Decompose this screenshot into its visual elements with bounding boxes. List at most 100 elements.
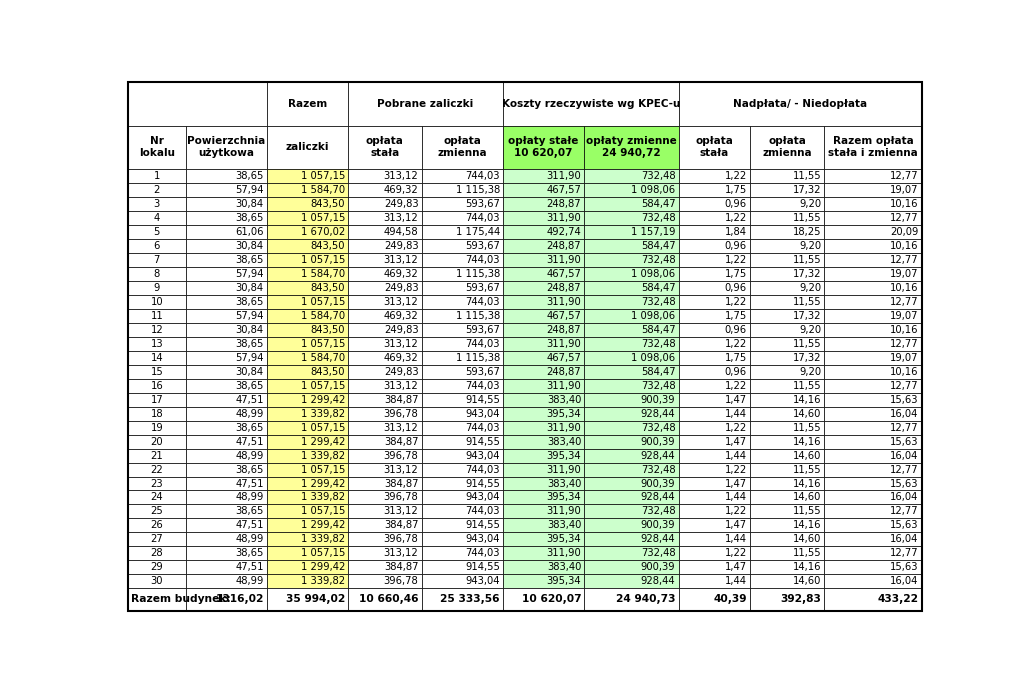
- Bar: [824, 295, 922, 309]
- Text: 1,47: 1,47: [725, 436, 746, 447]
- Bar: [348, 337, 422, 351]
- Bar: [585, 519, 679, 532]
- Text: 0,96: 0,96: [725, 366, 746, 377]
- Bar: [750, 477, 824, 490]
- Bar: [128, 126, 185, 169]
- Text: 1 115,38: 1 115,38: [456, 185, 500, 195]
- Bar: [679, 392, 750, 407]
- Text: 61,06: 61,06: [236, 227, 264, 237]
- Bar: [585, 560, 679, 574]
- Bar: [267, 197, 348, 211]
- Bar: [679, 365, 750, 379]
- Text: 29: 29: [151, 563, 163, 572]
- Text: 1,47: 1,47: [725, 479, 746, 488]
- Text: 48,99: 48,99: [236, 534, 264, 545]
- Text: 396,78: 396,78: [384, 451, 419, 460]
- Text: 313,12: 313,12: [384, 506, 419, 517]
- Bar: [422, 477, 503, 490]
- Bar: [585, 421, 679, 434]
- Bar: [185, 532, 267, 547]
- Text: 1 057,15: 1 057,15: [301, 213, 345, 223]
- Bar: [348, 82, 503, 126]
- Text: 1 057,15: 1 057,15: [301, 506, 345, 517]
- Text: 311,90: 311,90: [547, 339, 582, 348]
- Bar: [750, 337, 824, 351]
- Bar: [503, 490, 585, 504]
- Text: 1 115,38: 1 115,38: [456, 353, 500, 363]
- Bar: [824, 211, 922, 225]
- Text: opłaty zmienne
24 940,72: opłaty zmienne 24 940,72: [586, 137, 677, 158]
- Bar: [348, 197, 422, 211]
- Bar: [585, 253, 679, 267]
- Text: 943,04: 943,04: [465, 451, 500, 460]
- Text: 14,60: 14,60: [793, 534, 821, 545]
- Text: 10: 10: [151, 297, 163, 307]
- Bar: [267, 169, 348, 183]
- Bar: [679, 462, 750, 477]
- Text: Razem opłata
stała i zmienna: Razem opłata stała i zmienna: [828, 137, 918, 158]
- Bar: [750, 322, 824, 337]
- Bar: [503, 365, 585, 379]
- Text: 38,65: 38,65: [236, 339, 264, 348]
- Bar: [128, 211, 185, 225]
- Text: 900,39: 900,39: [641, 436, 676, 447]
- Text: 943,04: 943,04: [465, 534, 500, 545]
- Bar: [750, 589, 824, 611]
- Text: 900,39: 900,39: [641, 394, 676, 405]
- Bar: [185, 337, 267, 351]
- Text: 11,55: 11,55: [793, 213, 821, 223]
- Text: 396,78: 396,78: [384, 576, 419, 587]
- Bar: [503, 477, 585, 490]
- Text: 16,04: 16,04: [890, 576, 919, 587]
- Bar: [503, 183, 585, 197]
- Bar: [128, 392, 185, 407]
- Text: 11,55: 11,55: [793, 339, 821, 348]
- Bar: [185, 560, 267, 574]
- Text: 1 057,15: 1 057,15: [301, 255, 345, 265]
- Text: 17,32: 17,32: [793, 269, 821, 279]
- Text: 14,16: 14,16: [793, 436, 821, 447]
- Text: 20: 20: [151, 436, 163, 447]
- Bar: [585, 589, 679, 611]
- Text: 383,40: 383,40: [547, 394, 582, 405]
- Text: Nr
lokalu: Nr lokalu: [139, 137, 175, 158]
- Text: 47,51: 47,51: [236, 436, 264, 447]
- Text: 14,16: 14,16: [793, 563, 821, 572]
- Bar: [267, 407, 348, 421]
- Bar: [267, 421, 348, 434]
- Text: 5: 5: [154, 227, 160, 237]
- Bar: [267, 211, 348, 225]
- Text: 384,87: 384,87: [384, 394, 419, 405]
- Bar: [128, 337, 185, 351]
- Text: 1 584,70: 1 584,70: [301, 269, 345, 279]
- Text: 11,55: 11,55: [793, 464, 821, 475]
- Bar: [585, 532, 679, 547]
- Text: 18: 18: [151, 409, 163, 418]
- Text: 9,20: 9,20: [799, 283, 821, 293]
- Text: 1 670,02: 1 670,02: [301, 227, 345, 237]
- Text: 38,65: 38,65: [236, 213, 264, 223]
- Bar: [824, 560, 922, 574]
- Bar: [422, 421, 503, 434]
- Text: 433,22: 433,22: [878, 595, 919, 604]
- Bar: [503, 253, 585, 267]
- Bar: [679, 267, 750, 281]
- Bar: [824, 504, 922, 519]
- Bar: [750, 449, 824, 462]
- Text: 18,25: 18,25: [793, 227, 821, 237]
- Text: 249,83: 249,83: [384, 283, 419, 293]
- Bar: [824, 589, 922, 611]
- Text: 311,90: 311,90: [547, 297, 582, 307]
- Text: Pobrane zaliczki: Pobrane zaliczki: [378, 99, 474, 109]
- Bar: [128, 267, 185, 281]
- Bar: [750, 169, 824, 183]
- Bar: [128, 519, 185, 532]
- Text: 593,67: 593,67: [465, 366, 500, 377]
- Bar: [679, 281, 750, 295]
- Text: 1 157,19: 1 157,19: [631, 227, 676, 237]
- Bar: [185, 295, 267, 309]
- Text: 395,34: 395,34: [547, 576, 582, 587]
- Text: 16,04: 16,04: [890, 493, 919, 502]
- Bar: [503, 351, 585, 365]
- Bar: [585, 434, 679, 449]
